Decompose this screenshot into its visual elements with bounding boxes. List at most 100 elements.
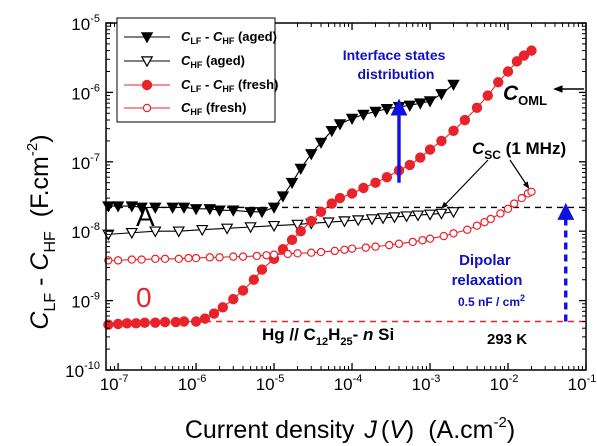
- data-point: [322, 217, 335, 229]
- data-point: [237, 285, 249, 296]
- data-point: [121, 318, 133, 329]
- data-point: [408, 237, 417, 247]
- data-point: [411, 210, 425, 222]
- label-zero: 0: [136, 282, 152, 313]
- legend-entry-2: CHF (aged): [181, 53, 245, 70]
- pointer-c-sc-aged: [441, 159, 489, 209]
- x-tick-label: 10-2: [490, 373, 519, 394]
- data-point: [334, 192, 346, 204]
- data-point: [471, 102, 483, 113]
- data-point: [472, 221, 482, 230]
- data-point: [436, 135, 447, 147]
- data-point: [184, 253, 193, 263]
- data-point: [113, 256, 123, 265]
- y-tick-label: 10-9: [71, 291, 100, 312]
- data-point: [388, 212, 401, 224]
- data-point: [125, 227, 139, 240]
- y-tick-label: 10-5: [71, 13, 100, 34]
- data-point: [256, 264, 268, 275]
- data-point: [448, 125, 459, 136]
- data-point: [174, 254, 183, 264]
- data-point: [267, 202, 281, 214]
- data-point: [509, 199, 519, 208]
- axes: 10-7 10-6 10-5 10-4 10-3 10-2 10-1 10-10 10-9 10-…: [65, 13, 596, 394]
- data-point: [493, 77, 504, 88]
- x-tick-label: 10-3: [412, 373, 441, 394]
- data-point: [125, 201, 139, 213]
- data-point: [527, 187, 536, 196]
- data-point: [139, 317, 150, 328]
- data-point: [449, 229, 458, 238]
- data-point: [400, 211, 413, 223]
- data-point: [502, 66, 514, 77]
- data-point: [255, 207, 269, 219]
- data-point: [111, 201, 125, 213]
- data-point: [346, 188, 358, 199]
- data-point: [208, 308, 220, 319]
- data-point: [135, 202, 148, 214]
- data-point: [394, 239, 404, 248]
- x-tick-label: 10-4: [334, 373, 363, 394]
- data-point: [252, 251, 261, 261]
- data-point: [149, 202, 162, 214]
- annotation-c-sc: CSC (1 MHz): [472, 139, 566, 162]
- data-point: [203, 204, 217, 216]
- data-point: [486, 214, 495, 224]
- data-point: [269, 250, 279, 259]
- data-point: [215, 253, 224, 262]
- annotation-c-oml: COML: [503, 82, 547, 108]
- x-tick-label: 10-1: [568, 373, 597, 394]
- data-point: [191, 253, 201, 263]
- data-point: [217, 302, 228, 313]
- annotation-temperature: 293 K: [487, 331, 527, 348]
- data-point: [213, 205, 226, 217]
- legend-entry-3: CLF - CHF (fresh): [181, 77, 278, 94]
- data-point: [518, 50, 530, 61]
- data-point: [315, 206, 327, 218]
- data-point: [330, 246, 339, 256]
- data-point: [369, 106, 382, 118]
- data-point: [526, 45, 537, 56]
- y-tick-label: 10-6: [71, 82, 100, 103]
- data-point: [351, 215, 365, 227]
- legend: CLF - CHF (aged) CHF (aged) CLF - CHF (f…: [116, 17, 278, 123]
- data-point: [338, 216, 351, 228]
- data-point: [365, 214, 379, 226]
- data-point: [414, 98, 427, 110]
- annotation-sample: Hg // C12H25- n Si: [262, 325, 394, 348]
- data-point: [178, 316, 190, 327]
- data-point: [244, 207, 257, 219]
- data-point: [267, 220, 281, 233]
- data-point: [306, 215, 317, 227]
- pointer-c-sc-fresh: [509, 159, 530, 189]
- data-point: [238, 252, 248, 261]
- data-point: [291, 219, 304, 231]
- data-point: [248, 274, 260, 285]
- annotation-dipolar: Dipolar relaxation: [452, 252, 523, 289]
- data-point: [159, 316, 171, 328]
- data-point: [228, 293, 239, 305]
- data-point: [326, 198, 337, 209]
- data-point: [425, 234, 435, 243]
- data-point: [333, 119, 347, 131]
- data-point: [314, 137, 328, 149]
- data-point: [172, 226, 185, 238]
- legend-marker: [142, 103, 152, 113]
- data-point: [199, 313, 211, 324]
- plot-area: [102, 45, 586, 330]
- data-point: [244, 222, 257, 234]
- series-2: [102, 207, 460, 241]
- plot-frame: [105, 22, 587, 371]
- legend-symbol-2: [124, 56, 170, 68]
- data-point: [423, 96, 437, 108]
- data-point: [358, 182, 369, 194]
- data-point: [517, 193, 526, 203]
- data-point: [370, 177, 381, 188]
- y-tick-label: 10-10: [65, 360, 100, 381]
- data-point: [447, 79, 460, 91]
- data-point: [177, 202, 191, 214]
- data-point: [189, 204, 203, 216]
- data-point: [404, 159, 415, 171]
- x-axis-label: Current density J (V) (A.cm-2): [185, 414, 515, 444]
- x-tick-label: 10-5: [256, 373, 285, 394]
